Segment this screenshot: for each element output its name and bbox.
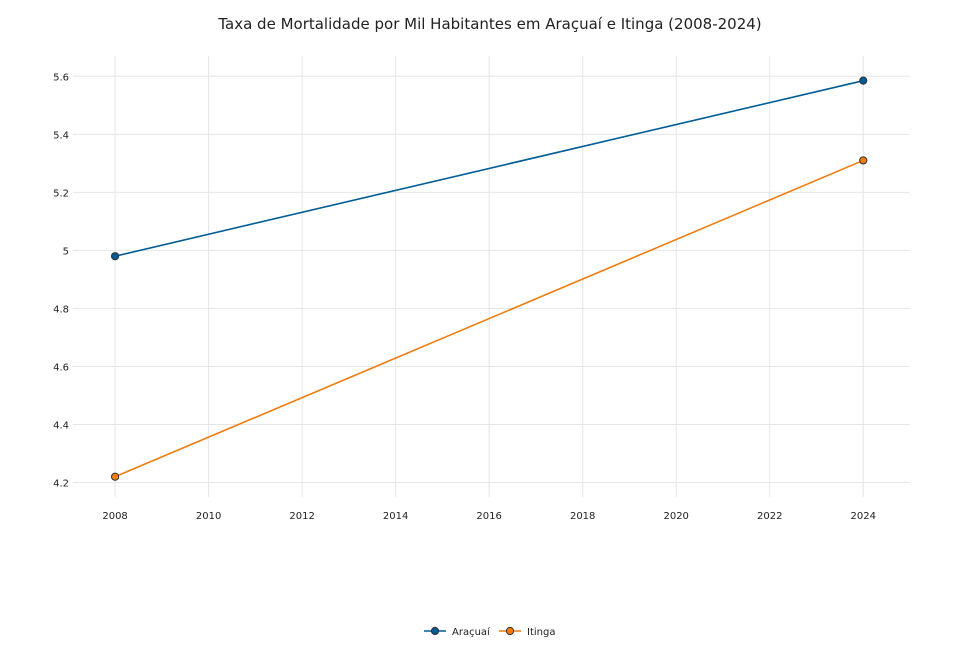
y-tick-label: 5.4 — [53, 130, 69, 141]
x-tick-label: 2022 — [757, 511, 782, 522]
data-point[interactable] — [859, 156, 868, 165]
legend-marker — [430, 626, 440, 636]
y-axis: 4.2 4.4 4.6 4.8 5 5.2 5.4 5.6 — [53, 72, 69, 489]
series-2 — [110, 156, 868, 481]
x-tick-label: 2020 — [663, 511, 688, 522]
legend-label: Araçuaí — [452, 626, 491, 638]
series-1 — [110, 76, 868, 261]
series-line — [114, 159, 864, 478]
x-tick-label: 2010 — [196, 511, 221, 522]
chart-title: Taxa de Mortalidade por Mil Habitantes e… — [217, 15, 761, 33]
legend-item[interactable]: Itinga — [499, 626, 555, 638]
data-point[interactable] — [859, 76, 868, 85]
x-tick-label: 2018 — [570, 511, 595, 522]
y-tick-label: 4.2 — [53, 478, 69, 489]
y-tick-label: 4.4 — [53, 420, 69, 431]
x-tick-label: 2014 — [383, 511, 408, 522]
y-tick-label: 5 — [63, 246, 69, 257]
legend[interactable]: Araçuaí Itinga — [424, 626, 555, 638]
y-tick-label: 4.6 — [53, 362, 69, 373]
data-point[interactable] — [110, 252, 120, 261]
series-line — [114, 79, 864, 257]
x-axis: 2008 2010 2012 2014 2016 2018 2020 2022 2024 — [102, 511, 876, 522]
grid-lines — [73, 56, 910, 497]
legend-marker — [505, 626, 515, 636]
legend-item[interactable]: Araçuaí — [424, 626, 491, 638]
y-tick-label: 5.6 — [53, 72, 69, 83]
data-point[interactable] — [110, 472, 120, 481]
y-tick-label: 5.2 — [53, 188, 69, 199]
y-tick-label: 4.8 — [53, 304, 69, 315]
x-tick-label: 2008 — [102, 511, 127, 522]
x-tick-label: 2016 — [476, 511, 501, 522]
series-group — [110, 76, 868, 481]
x-tick-label: 2024 — [851, 511, 876, 522]
legend-label: Itinga — [527, 627, 555, 638]
x-tick-label: 2012 — [289, 511, 314, 522]
